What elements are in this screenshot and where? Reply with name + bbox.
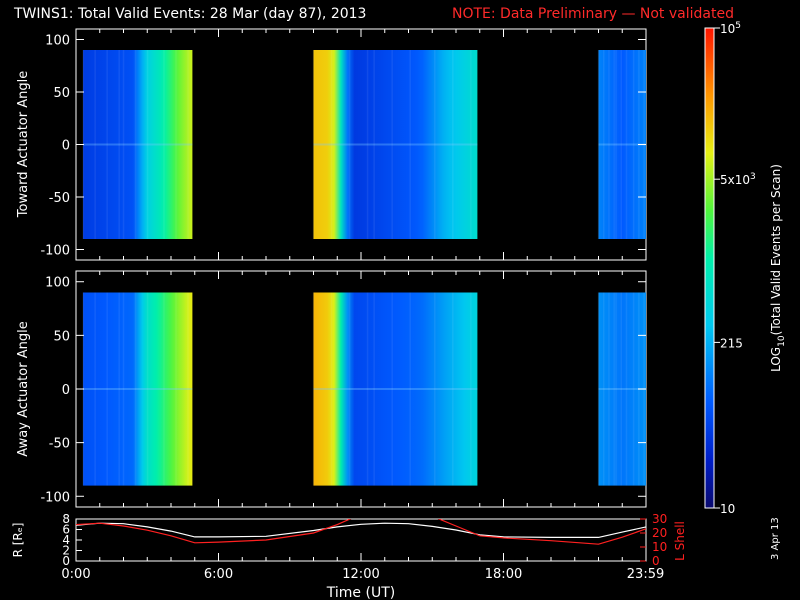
away-ytick-label: 0 [62, 383, 70, 398]
colorbar-label: LOG10(Total Valid Events per Scan) [769, 164, 787, 372]
orbit-xtick-label: 23:59 [627, 567, 664, 582]
toward-ylabel: Toward Actuator Angle [16, 71, 31, 218]
date-stamp: 3 Apr 13 [770, 517, 781, 560]
orbit-left-tick-label: 4 [62, 533, 70, 547]
r-line [76, 522, 646, 539]
colorbar-tick-label: 10 [720, 502, 735, 516]
orbit-left-tick-label: 8 [62, 512, 70, 526]
toward-segment [83, 50, 193, 239]
away-ytick-label: 50 [53, 329, 70, 344]
away-panel: 100 50 0 -50 -100 Away Actuator Angle [16, 270, 647, 508]
orbit-left-label: R [Rₑ] [11, 523, 25, 558]
orbit-right-tick-label: 0 [652, 554, 660, 568]
orbit-left-tick-label: 2 [62, 544, 70, 558]
toward-ytick-label: 100 [45, 34, 70, 49]
orbit-lines [76, 519, 646, 545]
colorbar-tick-label: 5x103 [720, 172, 756, 187]
orbit-xtick-label: 18:00 [485, 567, 522, 582]
away-ylabel: Away Actuator Angle [16, 321, 31, 456]
orbit-right-tick-label: 20 [652, 526, 667, 540]
toward-ytick-label: -50 [49, 191, 70, 206]
colorbar-tick-label: 215 [720, 336, 743, 350]
plot-title: TWINS1: Total Valid Events: 28 Mar (day … [0, 6, 800, 24]
away-heatmap [82, 292, 646, 486]
toward-ytick-label: 0 [62, 139, 70, 154]
orbit-left-tick-label: 6 [62, 523, 70, 537]
orbit-left-tick-label: 0 [62, 554, 70, 568]
away-ytick-label: -100 [40, 490, 70, 505]
title-main: TWINS1: Total Valid Events: 28 Mar (day … [14, 6, 367, 22]
colorbar-gradient [704, 27, 715, 509]
toward-ytick-label: 50 [53, 86, 70, 101]
title-note: NOTE: Data Preliminary — Not validated [452, 6, 734, 22]
toward-axes: 100 50 0 -50 -100 [40, 29, 647, 260]
toward-heatmap [82, 50, 646, 239]
away-axes: 100 50 0 -50 -100 [40, 271, 647, 507]
away-segment [83, 292, 193, 486]
colorbar-tick-label: 105 [720, 21, 741, 36]
orbit-xtick-label: 0:00 [61, 567, 90, 582]
colorbar-ticks: 105 5x103 215 10 [714, 21, 756, 516]
toward-ytick-label: -100 [40, 244, 70, 259]
orbit-xtick-label: 12:00 [342, 567, 379, 582]
orbit-right-tick-label: 10 [652, 540, 667, 554]
away-ytick-label: 100 [45, 276, 70, 291]
away-ytick-label: -50 [49, 437, 70, 452]
toward-segment [313, 50, 478, 239]
colorbar: 105 5x103 215 10 LOG10(Total Valid Events p… [704, 21, 787, 516]
orbit-right-label: L Shell [673, 521, 687, 561]
orbit-right-tick-label: 30 [652, 512, 667, 526]
orbit-xtick-label: 6:00 [204, 567, 233, 582]
away-segment [313, 292, 478, 486]
orbit-xlabel: Time (UT) [326, 585, 395, 600]
lshell-line [76, 519, 646, 545]
toward-panel: 100 50 0 -50 -100 Toward Actuator Angle [16, 28, 647, 261]
